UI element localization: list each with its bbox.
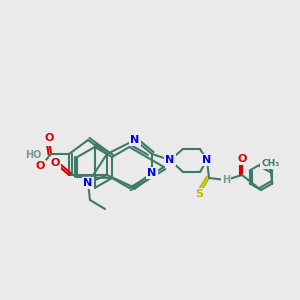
Text: H: H — [222, 175, 230, 185]
Text: O: O — [50, 158, 60, 168]
Text: N: N — [147, 168, 157, 178]
Text: O: O — [45, 135, 55, 145]
Text: O: O — [35, 161, 45, 171]
Text: O: O — [237, 154, 247, 164]
Text: N: N — [83, 178, 93, 188]
Text: O: O — [44, 133, 54, 143]
Text: S: S — [195, 189, 203, 199]
Text: N: N — [130, 135, 140, 145]
Text: HO: HO — [25, 150, 41, 160]
Text: N: N — [202, 155, 211, 165]
Text: N: N — [165, 155, 175, 165]
Text: CH₃: CH₃ — [261, 159, 279, 168]
